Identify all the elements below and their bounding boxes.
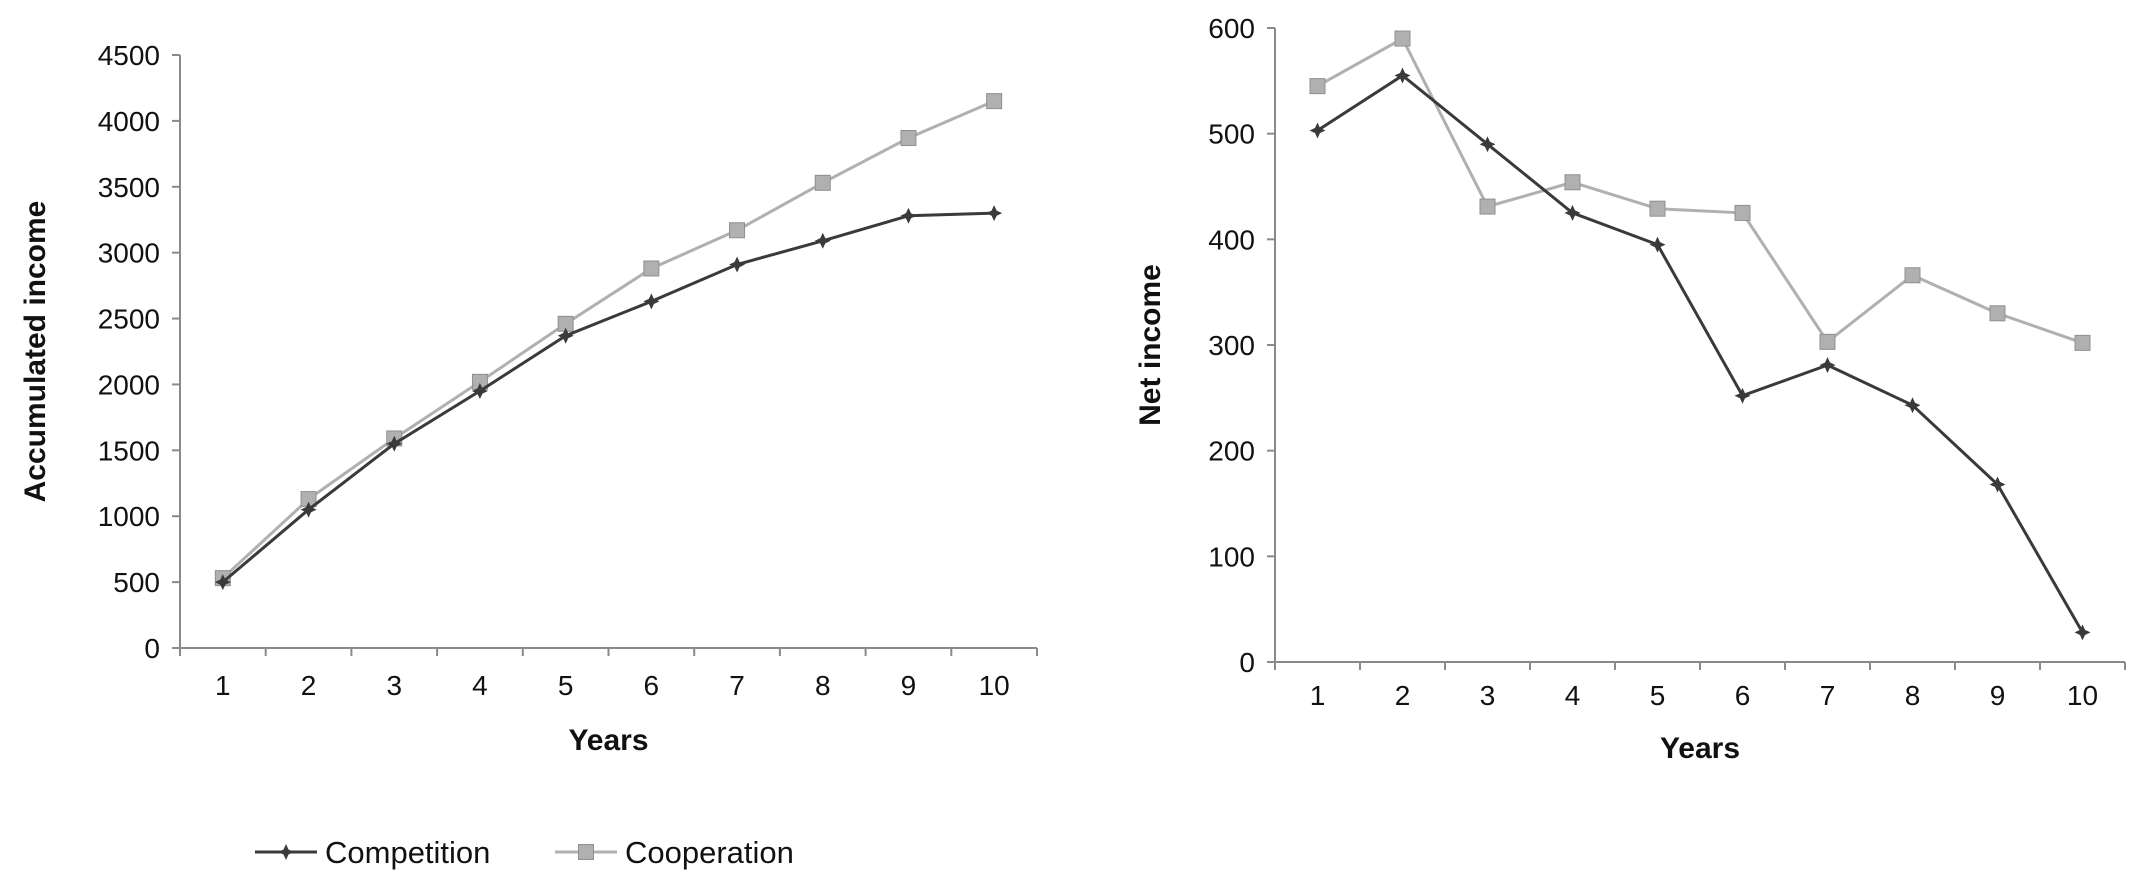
- x-tick-label: 1: [1310, 680, 1326, 711]
- y-axis-title: Net income: [1134, 264, 1167, 426]
- y-tick-label: 600: [1208, 13, 1255, 44]
- cooperation-point: [1989, 305, 2006, 322]
- x-tick-label: 6: [1735, 680, 1751, 711]
- competition-point: [1649, 236, 1666, 253]
- legend-competition-label: Competition: [325, 835, 490, 870]
- y-tick-label: 1500: [98, 435, 160, 466]
- y-axis-title: Accumulated income: [19, 201, 52, 503]
- cooperation-point: [1649, 200, 1666, 217]
- competition-point: [986, 205, 1003, 222]
- y-tick-label: 1000: [98, 501, 160, 532]
- x-tick-label: 9: [1990, 680, 2006, 711]
- y-tick-label: 4500: [98, 40, 160, 71]
- y-tick-label: 200: [1208, 436, 1255, 467]
- cooperation-point: [1394, 30, 1411, 47]
- competition-point: [729, 256, 746, 273]
- competition-point: [2074, 624, 2091, 641]
- competition-point: [1904, 397, 1921, 414]
- x-tick-label: 3: [386, 670, 402, 701]
- y-tick-label: 400: [1208, 224, 1255, 255]
- x-tick-label: 8: [1905, 680, 1921, 711]
- x-tick-label: 4: [472, 670, 488, 701]
- x-axis-title: Years: [1660, 732, 1740, 765]
- competition-point: [1394, 67, 1411, 84]
- y-tick-label: 500: [1208, 119, 1255, 150]
- cooperation-point: [1904, 267, 1921, 284]
- competition-point: [386, 435, 403, 452]
- x-tick-label: 2: [301, 670, 317, 701]
- x-tick-label: 1: [215, 670, 231, 701]
- legend-cooperation-label: Cooperation: [625, 835, 794, 870]
- x-tick-label: 7: [729, 670, 745, 701]
- legend-competition-marker: [278, 844, 294, 860]
- x-tick-label: 2: [1395, 680, 1411, 711]
- x-axis-title: Years: [568, 724, 648, 757]
- competition-point: [1479, 136, 1496, 153]
- competition-point: [814, 232, 831, 249]
- cooperation-point: [1734, 204, 1751, 221]
- y-tick-label: 2500: [98, 304, 160, 335]
- cooperation-point: [1564, 174, 1581, 191]
- y-tick-label: 4000: [98, 106, 160, 137]
- competition-point: [214, 574, 231, 591]
- y-tick-label: 300: [1208, 330, 1255, 361]
- x-tick-label: 3: [1480, 680, 1496, 711]
- competition-point: [1734, 387, 1751, 404]
- x-tick-label: 10: [2067, 680, 2098, 711]
- cooperation-point: [2074, 334, 2091, 351]
- x-tick-label: 4: [1565, 680, 1581, 711]
- competition-point: [1564, 204, 1581, 221]
- y-tick-label: 0: [1239, 647, 1255, 678]
- competition-point: [557, 327, 574, 344]
- cooperation-point: [729, 222, 746, 239]
- y-tick-label: 3500: [98, 172, 160, 203]
- cooperation-point: [643, 260, 660, 277]
- x-tick-label: 7: [1820, 680, 1836, 711]
- y-tick-label: 0: [144, 633, 160, 664]
- competition-point: [1989, 476, 2006, 493]
- competition-point: [900, 207, 917, 224]
- competition-point: [471, 383, 488, 399]
- x-tick-label: 8: [815, 670, 831, 701]
- cooperation-point: [1309, 78, 1326, 95]
- legend-cooperation-marker: [578, 844, 594, 860]
- x-tick-label: 10: [979, 670, 1010, 701]
- y-tick-label: 2000: [98, 369, 160, 400]
- cooperation-point: [986, 93, 1003, 110]
- cooperation-point: [1819, 333, 1836, 350]
- cooperation-point: [814, 174, 831, 191]
- legend: Competition Cooperation: [255, 835, 794, 870]
- x-tick-label: 5: [1650, 680, 1666, 711]
- competition-point: [300, 501, 317, 518]
- cooperation-point: [1479, 198, 1496, 215]
- y-tick-label: 100: [1208, 541, 1255, 572]
- competition-point: [1309, 122, 1326, 139]
- x-tick-label: 5: [558, 670, 574, 701]
- y-tick-label: 500: [113, 567, 160, 598]
- accumulated-income-chart: 0 500 1000 1500 2000 2500 3000 3500 4000 4500 1 2 3 4…: [19, 40, 1038, 757]
- cooperation-point: [900, 130, 917, 147]
- cooperation-series-line: [1316, 36, 2083, 345]
- competition-series-line: [221, 211, 995, 584]
- x-tick-label: 6: [644, 670, 660, 701]
- y-tick-label: 3000: [98, 238, 160, 269]
- competition-point: [643, 293, 660, 310]
- x-tick-label: 9: [901, 670, 917, 701]
- cooperation-series-line: [221, 99, 995, 580]
- competition-series-line: [1316, 73, 2084, 634]
- competition-point: [1819, 357, 1836, 374]
- net-income-chart: 0 100 200 300 400 500 600 1 2 3 4 5 6 7 8 9 10 Years Net i…: [1134, 13, 2126, 765]
